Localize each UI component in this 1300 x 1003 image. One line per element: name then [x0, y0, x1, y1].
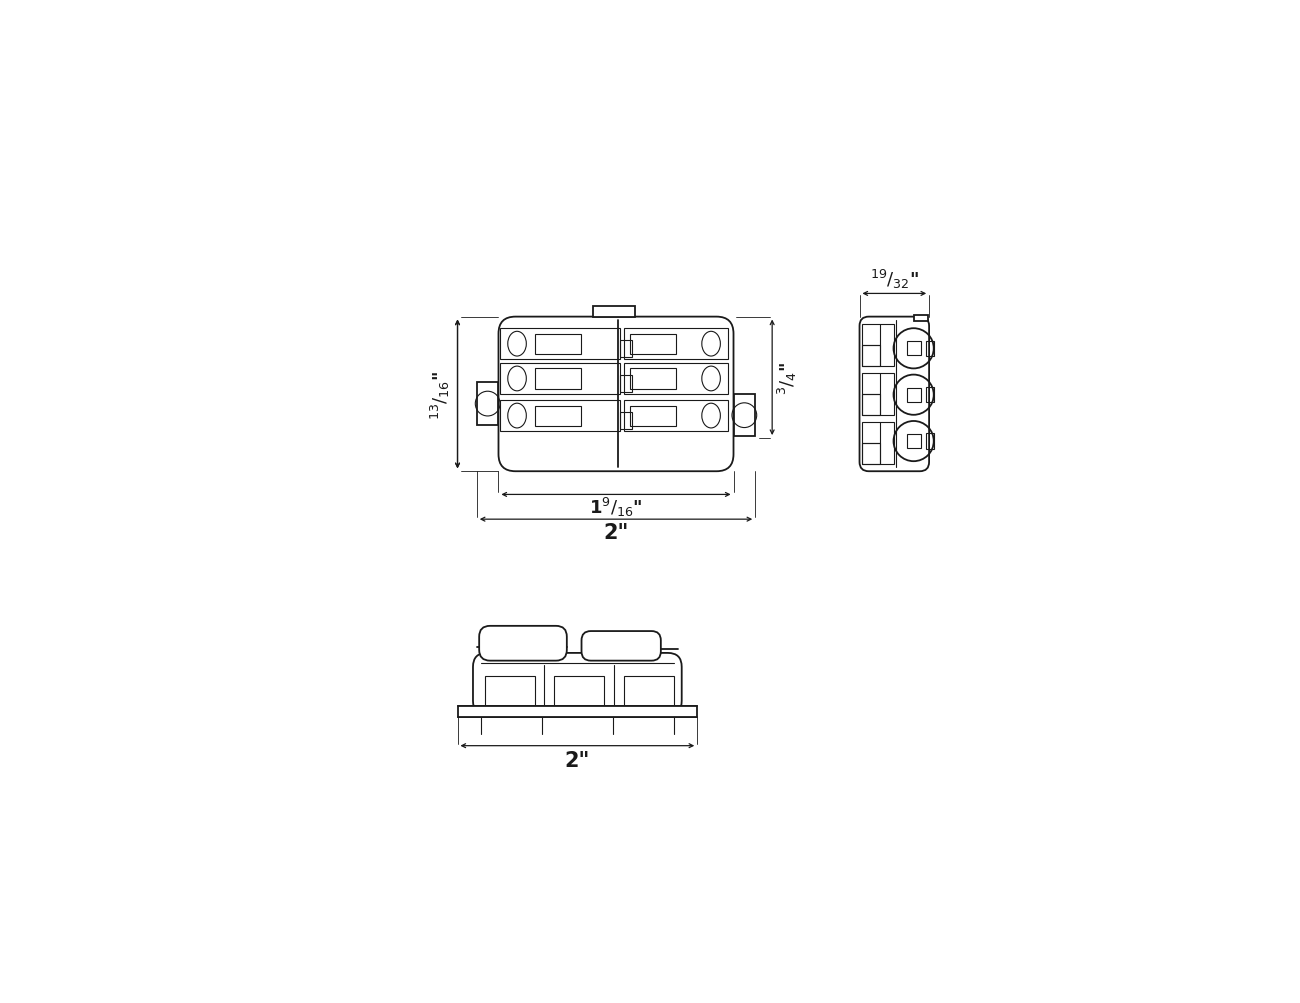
Bar [534, 369, 581, 389]
Bar [620, 412, 632, 429]
Text: 2": 2" [564, 750, 590, 770]
Bar [534, 334, 581, 354]
Bar [906, 388, 920, 402]
Bar [458, 706, 697, 717]
Bar [733, 394, 755, 437]
Bar [477, 383, 498, 425]
Text: $^{3}/_{4}$": $^{3}/_{4}$" [776, 361, 800, 394]
Bar [926, 434, 933, 449]
FancyBboxPatch shape [498, 317, 733, 471]
Text: 2": 2" [603, 522, 629, 542]
Bar [534, 406, 581, 426]
Bar [862, 374, 894, 415]
Bar [926, 341, 933, 357]
Bar [620, 375, 632, 392]
Bar [500, 401, 620, 431]
Bar [554, 676, 604, 707]
Text: $^{13}/_{16}$": $^{13}/_{16}$" [429, 370, 452, 419]
Bar [624, 329, 728, 360]
Bar [624, 364, 728, 394]
Bar [926, 387, 933, 403]
FancyBboxPatch shape [473, 653, 681, 715]
Bar [914, 316, 928, 322]
Bar [906, 342, 920, 356]
Bar [500, 329, 620, 360]
Bar [862, 422, 894, 464]
FancyBboxPatch shape [480, 626, 567, 661]
Bar [624, 676, 673, 707]
Text: $^{19}/_{32}$": $^{19}/_{32}$" [870, 267, 919, 290]
Bar [862, 443, 880, 464]
Bar [862, 325, 894, 367]
FancyBboxPatch shape [859, 317, 930, 471]
FancyBboxPatch shape [581, 632, 660, 661]
Bar [500, 364, 620, 394]
Bar [906, 434, 920, 448]
Bar [862, 346, 880, 367]
Bar [624, 401, 728, 431]
Bar [630, 369, 676, 389]
Bar [630, 334, 676, 354]
Text: 1$^{9}/_{16}$": 1$^{9}/_{16}$" [589, 495, 644, 519]
Bar [620, 340, 632, 357]
Bar [862, 394, 880, 415]
Bar [630, 406, 676, 426]
Bar [593, 307, 636, 317]
Bar [485, 676, 534, 707]
